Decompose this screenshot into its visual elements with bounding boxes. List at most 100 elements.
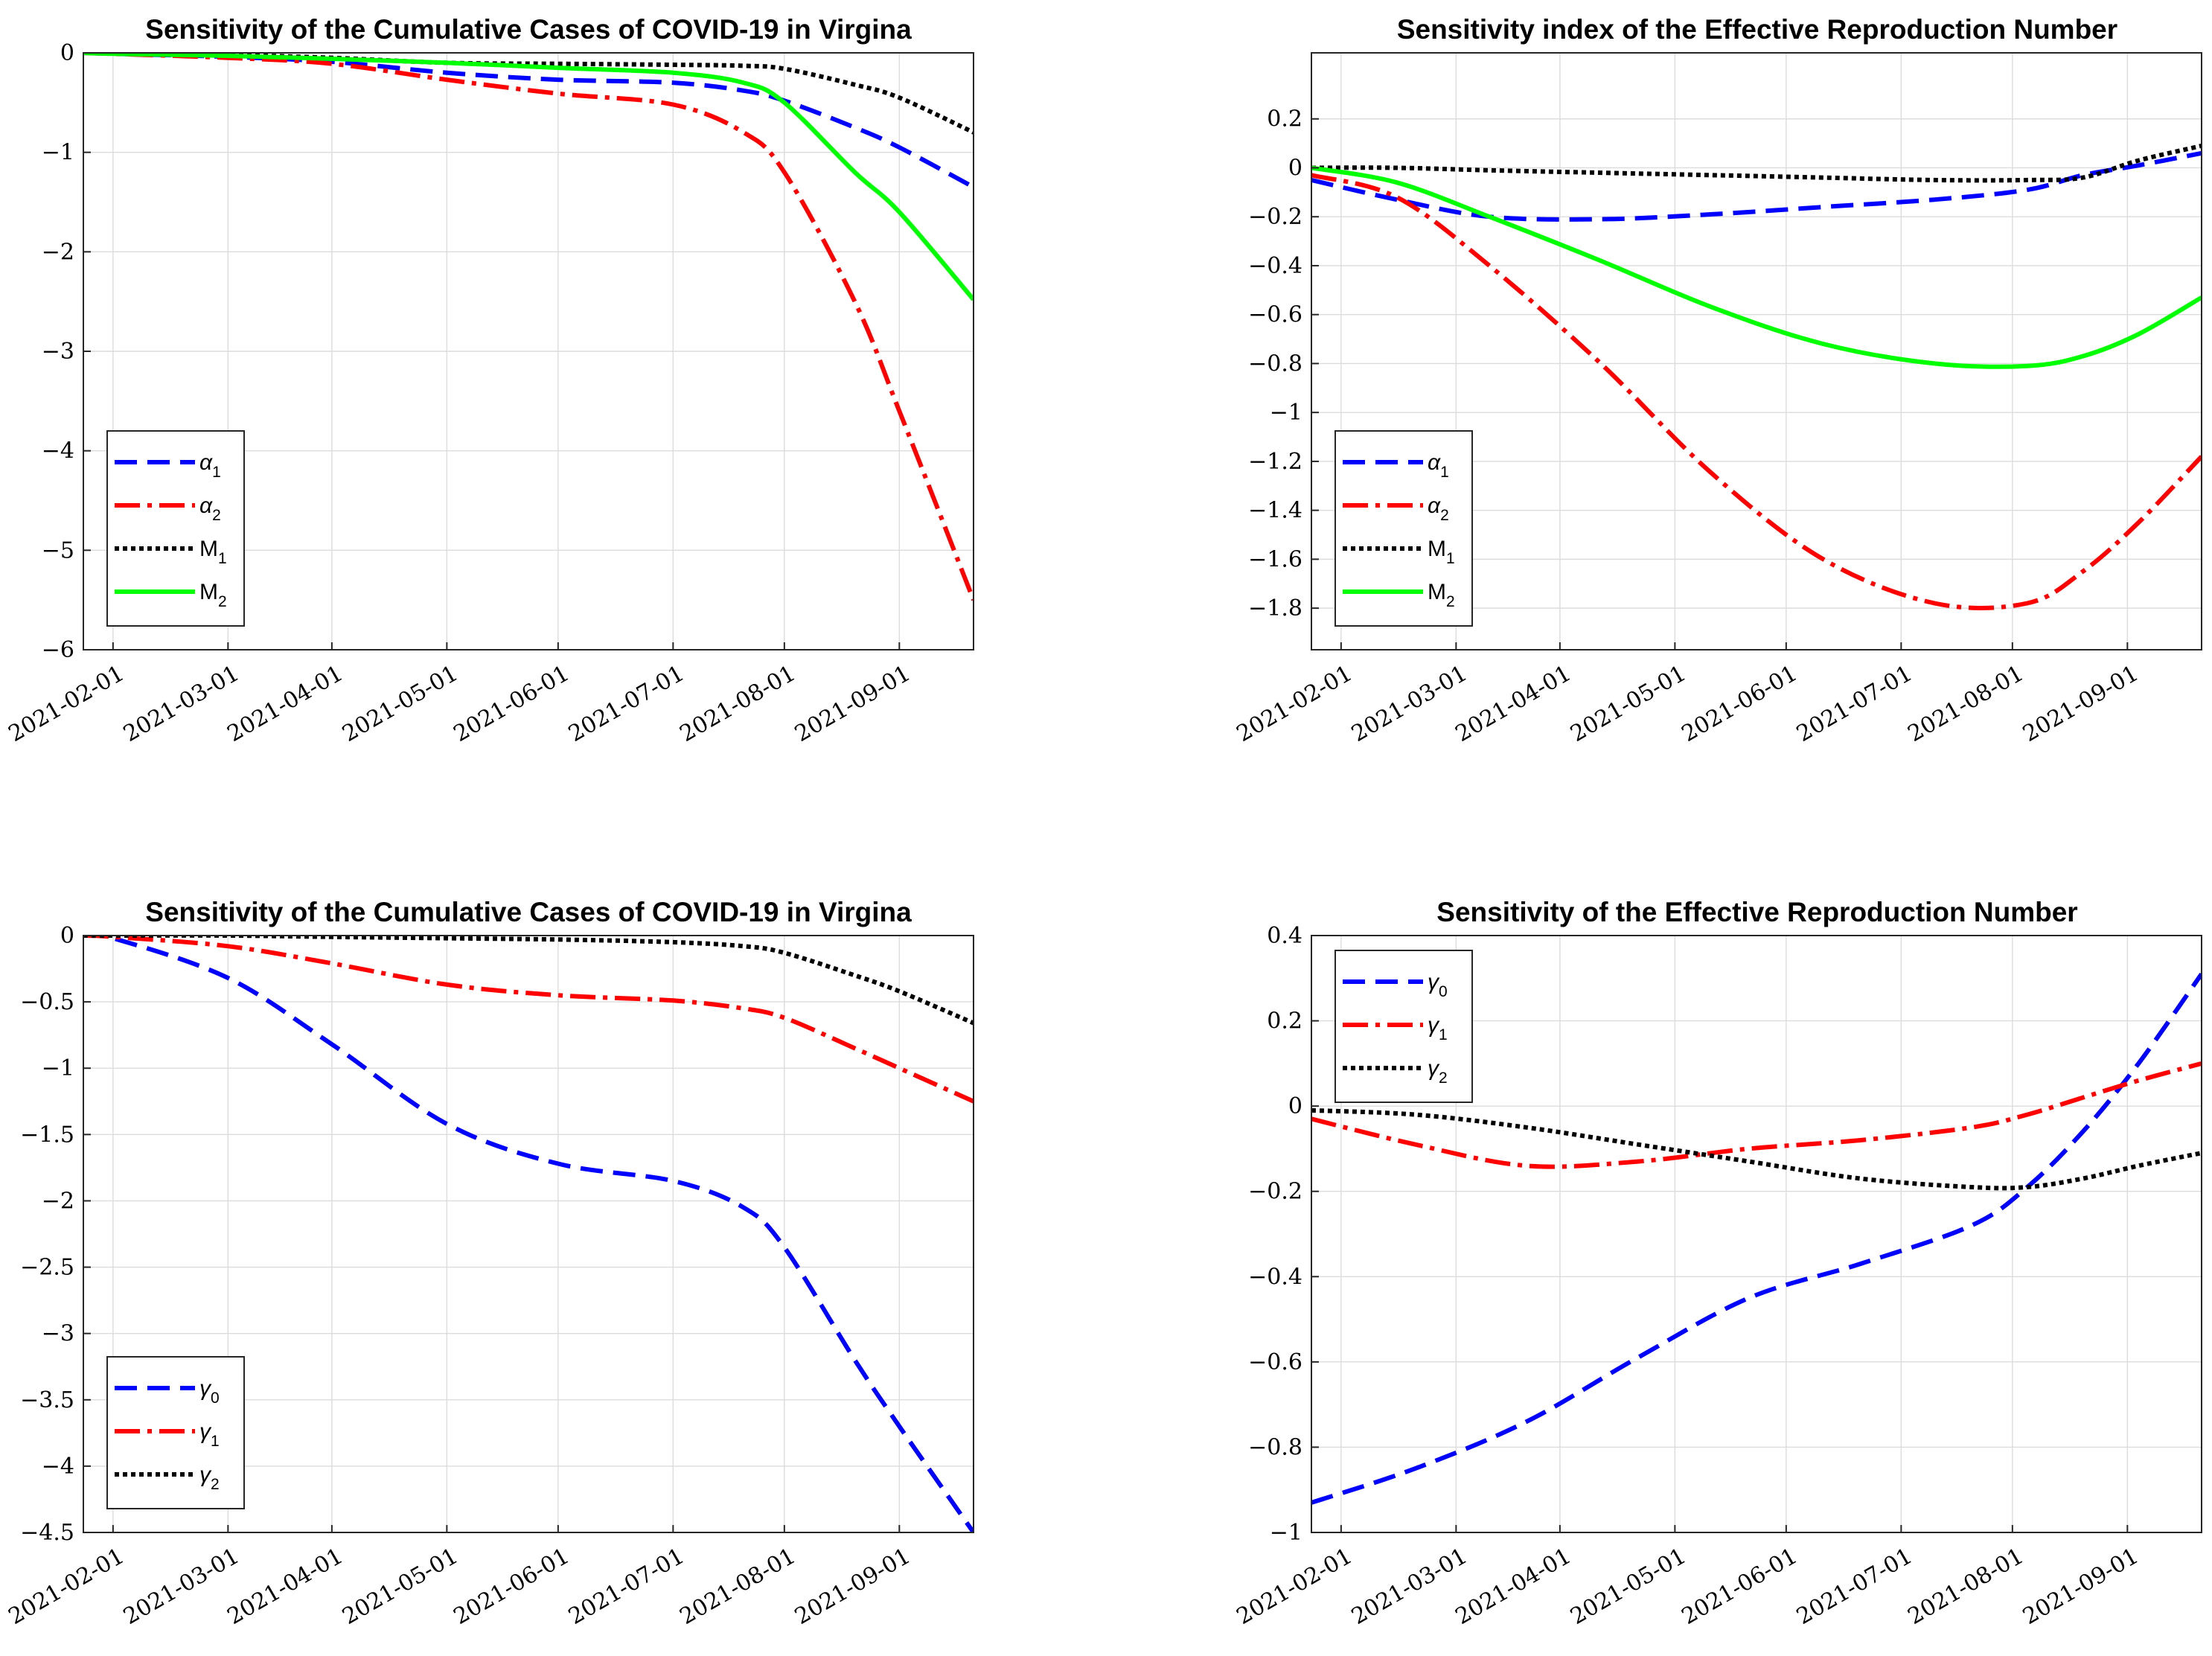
legend-label: α2: [199, 493, 221, 524]
x-tick-label: 2021-03-01: [119, 660, 243, 747]
x-tick-label: 2021-05-01: [1566, 1543, 1690, 1630]
y-tick-label: −3: [42, 339, 74, 365]
x-tick-label: 2021-03-01: [119, 1543, 243, 1630]
legend-symbol: γ: [1428, 970, 1440, 994]
legend-label: γ0: [1428, 970, 1448, 1000]
series-line-α1: [1311, 150, 2202, 222]
y-tick-label: −0.6: [1248, 302, 1302, 328]
x-tick-label: 2021-07-01: [1792, 660, 1917, 747]
x-tick-label: 2021-03-01: [1347, 1543, 1471, 1630]
x-tick-label: 2021-05-01: [338, 1543, 462, 1630]
y-tick-label: −3: [42, 1321, 74, 1347]
y-tick-label: −1: [1270, 400, 1302, 426]
y-tick-label: −2: [42, 239, 74, 265]
legend-symbol: M: [1428, 580, 1446, 604]
x-tick-label: 2021-09-01: [790, 660, 915, 747]
x-tick-label: 2021-08-01: [676, 1543, 800, 1630]
legend-symbol: γ: [1428, 1013, 1440, 1038]
x-tick-label: 2021-02-01: [4, 1543, 129, 1630]
legend-subscript: 2: [1439, 1070, 1448, 1087]
x-tick-label: 2021-06-01: [450, 660, 574, 747]
legend-symbol: α: [1428, 450, 1441, 475]
legend-subscript: 1: [218, 550, 227, 567]
x-tick-label: 2021-05-01: [338, 660, 462, 747]
legend-subscript: 2: [1446, 593, 1455, 610]
legend-subscript: 0: [211, 1390, 220, 1407]
series-line-M1: [1311, 143, 2202, 183]
x-tick-label: 2021-07-01: [564, 1543, 688, 1630]
series-line-M2: [1311, 165, 2202, 369]
axes-box: [1311, 935, 2202, 1533]
series-line-γ1: [1311, 1061, 2202, 1169]
y-tick-label: −1.2: [1248, 449, 1302, 475]
legend-label: γ0: [199, 1376, 220, 1407]
axes-box: [1311, 52, 2202, 650]
y-tick-label: 0: [1288, 1093, 1302, 1119]
y-tick-label: 0: [60, 40, 74, 66]
legend-symbol: α: [199, 493, 213, 518]
legend-label: M1: [1428, 537, 1455, 567]
x-tick-label: 2021-04-01: [1451, 1543, 1576, 1630]
x-tick-label: 2021-07-01: [1792, 1543, 1917, 1630]
legend-label: γ1: [199, 1419, 220, 1450]
x-tick-label: 2021-04-01: [223, 660, 348, 747]
x-tick-label: 2021-05-01: [1566, 660, 1690, 747]
legend-subscript: 1: [211, 1433, 220, 1450]
y-tick-label: −1: [42, 140, 74, 166]
y-tick-label: 0.2: [1267, 1008, 1302, 1035]
legend-label: γ2: [199, 1462, 220, 1493]
series-line-γ0: [1311, 972, 2202, 1505]
y-tick-label: 0: [1288, 155, 1302, 181]
legend-subscript: 1: [1440, 464, 1449, 481]
x-tick-label: 2021-06-01: [450, 1543, 574, 1630]
legend-symbol: α: [1428, 493, 1441, 518]
legend-subscript: 1: [1439, 1026, 1448, 1043]
chart-panel-top-left: 0 −1 −2 −3 −4 −5 −62021-02-012021-03-012021-04…: [4, 14, 974, 747]
x-tick-label: 2021-02-01: [1233, 660, 1357, 747]
axes-box: [83, 935, 974, 1533]
y-tick-label: −3.5: [20, 1387, 74, 1413]
legend-subscript: 1: [212, 464, 221, 481]
y-tick-label: −1.8: [1248, 595, 1302, 621]
y-tick-label: −1.6: [1248, 546, 1302, 572]
chart-title: Sensitivity of the Cumulative Cases of C…: [145, 14, 912, 45]
x-tick-label: 2021-08-01: [1904, 660, 2028, 747]
y-tick-label: 0: [60, 923, 74, 949]
chart-title: Sensitivity index of the Effective Repro…: [1397, 14, 2117, 45]
x-tick-label: 2021-04-01: [1451, 660, 1576, 747]
y-tick-label: −1: [1270, 1520, 1302, 1546]
series-line-γ1: [83, 936, 974, 1104]
legend-symbol: M: [199, 537, 218, 561]
legend-subscript: 2: [211, 1476, 220, 1493]
y-tick-label: 0.2: [1267, 106, 1302, 132]
y-tick-label: −4.5: [20, 1520, 74, 1546]
x-tick-label: 2021-02-01: [1233, 1543, 1357, 1630]
y-tick-label: −0.8: [1248, 351, 1302, 377]
chart-panel-bottom-left: 0−0.5−1−1.5−2−2.5−3−3.5−4−4.52021-02-012…: [4, 897, 974, 1630]
legend-subscript: 0: [1439, 983, 1448, 1000]
y-tick-label: −5: [42, 537, 74, 563]
x-tick-label: 2021-02-01: [4, 660, 129, 747]
y-tick-label: −4: [42, 1454, 74, 1480]
x-tick-label: 2021-09-01: [2018, 660, 2143, 747]
legend-symbol: γ: [199, 1462, 212, 1487]
y-tick-label: −6: [42, 637, 74, 663]
x-tick-label: 2021-06-01: [1678, 660, 1802, 747]
legend-symbol: M: [199, 580, 218, 604]
legend-label: α1: [199, 450, 221, 481]
legend-label: γ1: [1428, 1013, 1448, 1043]
legend-symbol: α: [199, 450, 213, 475]
chart-panel-bottom-right: 0.40.20−0.2−0.4−0.6−0.8−12021-02-012021-…: [1233, 897, 2202, 1630]
legend-subscript: 2: [218, 593, 227, 610]
legend-label: γ2: [1428, 1056, 1448, 1087]
y-tick-label: −0.8: [1248, 1434, 1302, 1460]
x-tick-label: 2021-08-01: [676, 660, 800, 747]
series-line-γ2: [1311, 1107, 2202, 1191]
x-tick-label: 2021-07-01: [564, 660, 688, 747]
legend-subscript: 2: [212, 507, 221, 524]
y-tick-label: −1.5: [20, 1122, 74, 1148]
series-line-γ0: [83, 936, 974, 1532]
series-line-M2: [83, 53, 974, 301]
chart-title: Sensitivity of the Cumulative Cases of C…: [145, 897, 912, 927]
